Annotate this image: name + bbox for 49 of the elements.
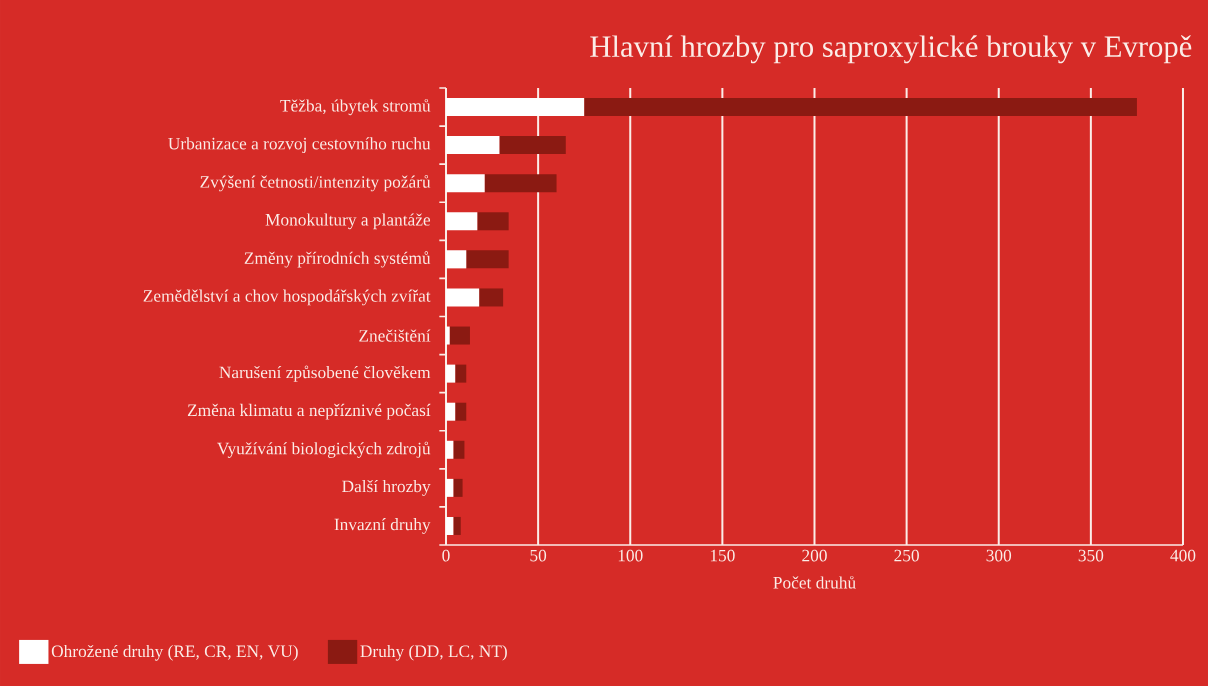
x-tick-label: 100 (618, 549, 643, 562)
x-tick-label: 250 (894, 549, 919, 562)
bar (446, 136, 500, 155)
bar (446, 174, 485, 193)
bar (453, 440, 465, 459)
y-tick-label: Změny přírodních systémů (244, 251, 431, 268)
bar (479, 288, 504, 307)
x-tick-label: 400 (1170, 549, 1196, 562)
bar (477, 212, 509, 231)
bar (446, 516, 454, 535)
y-tick-label: Narušení způsobené člověkem (219, 365, 431, 382)
bar (453, 516, 461, 535)
chart-title: Hlavní hrozby pro saproxylické brouky v Evropě (590, 35, 1192, 64)
y-tick-label: Další hrozby (342, 479, 431, 496)
y-tick-label: Znečištění (359, 329, 431, 342)
bar (453, 478, 463, 497)
bar (455, 402, 467, 421)
x-tick-label: 350 (1078, 549, 1104, 562)
bar (584, 98, 1137, 117)
bar (499, 136, 566, 155)
y-tick-label: Zvýšení četnosti/intenzity požárů (200, 175, 431, 192)
bar (446, 364, 456, 383)
x-axis-title: Počet druhů (773, 575, 856, 589)
y-tick-label: Těžba, úbytek stromů (280, 98, 431, 116)
bar (449, 326, 470, 345)
bar (446, 478, 454, 497)
x-tick-label: 0 (442, 549, 450, 562)
bar (446, 440, 454, 459)
legend-label: Druhy (DD, LC, NT) (360, 644, 507, 661)
bar (446, 98, 585, 117)
bar (446, 326, 450, 345)
bar (446, 288, 480, 307)
x-tick-label: 50 (530, 549, 547, 562)
bar (466, 250, 509, 269)
y-tick-label: Invazní druhy (334, 518, 431, 534)
x-tick-label: 300 (986, 549, 1012, 562)
y-tick-label: Změna klimatu a nepříznivé počasí (187, 403, 431, 420)
x-tick-label: 150 (710, 549, 735, 562)
y-tick-label: Využívání biologických zdrojů (217, 441, 431, 458)
bar (446, 250, 467, 269)
y-tick-label: Zemědělství a chov hospodářských zvířat (143, 289, 431, 306)
y-tick-label: Urbanizace a rozvoj cestovního ruchu (168, 137, 431, 153)
bar (446, 402, 456, 421)
legend-label: Ohrožené druhy (RE, CR, EN, VU) (51, 644, 298, 661)
bar (446, 212, 478, 231)
bar (484, 174, 557, 193)
y-tick-label: Monokultury a plantáže (265, 213, 431, 230)
x-tick-label: 200 (802, 549, 827, 562)
bar (455, 364, 467, 383)
